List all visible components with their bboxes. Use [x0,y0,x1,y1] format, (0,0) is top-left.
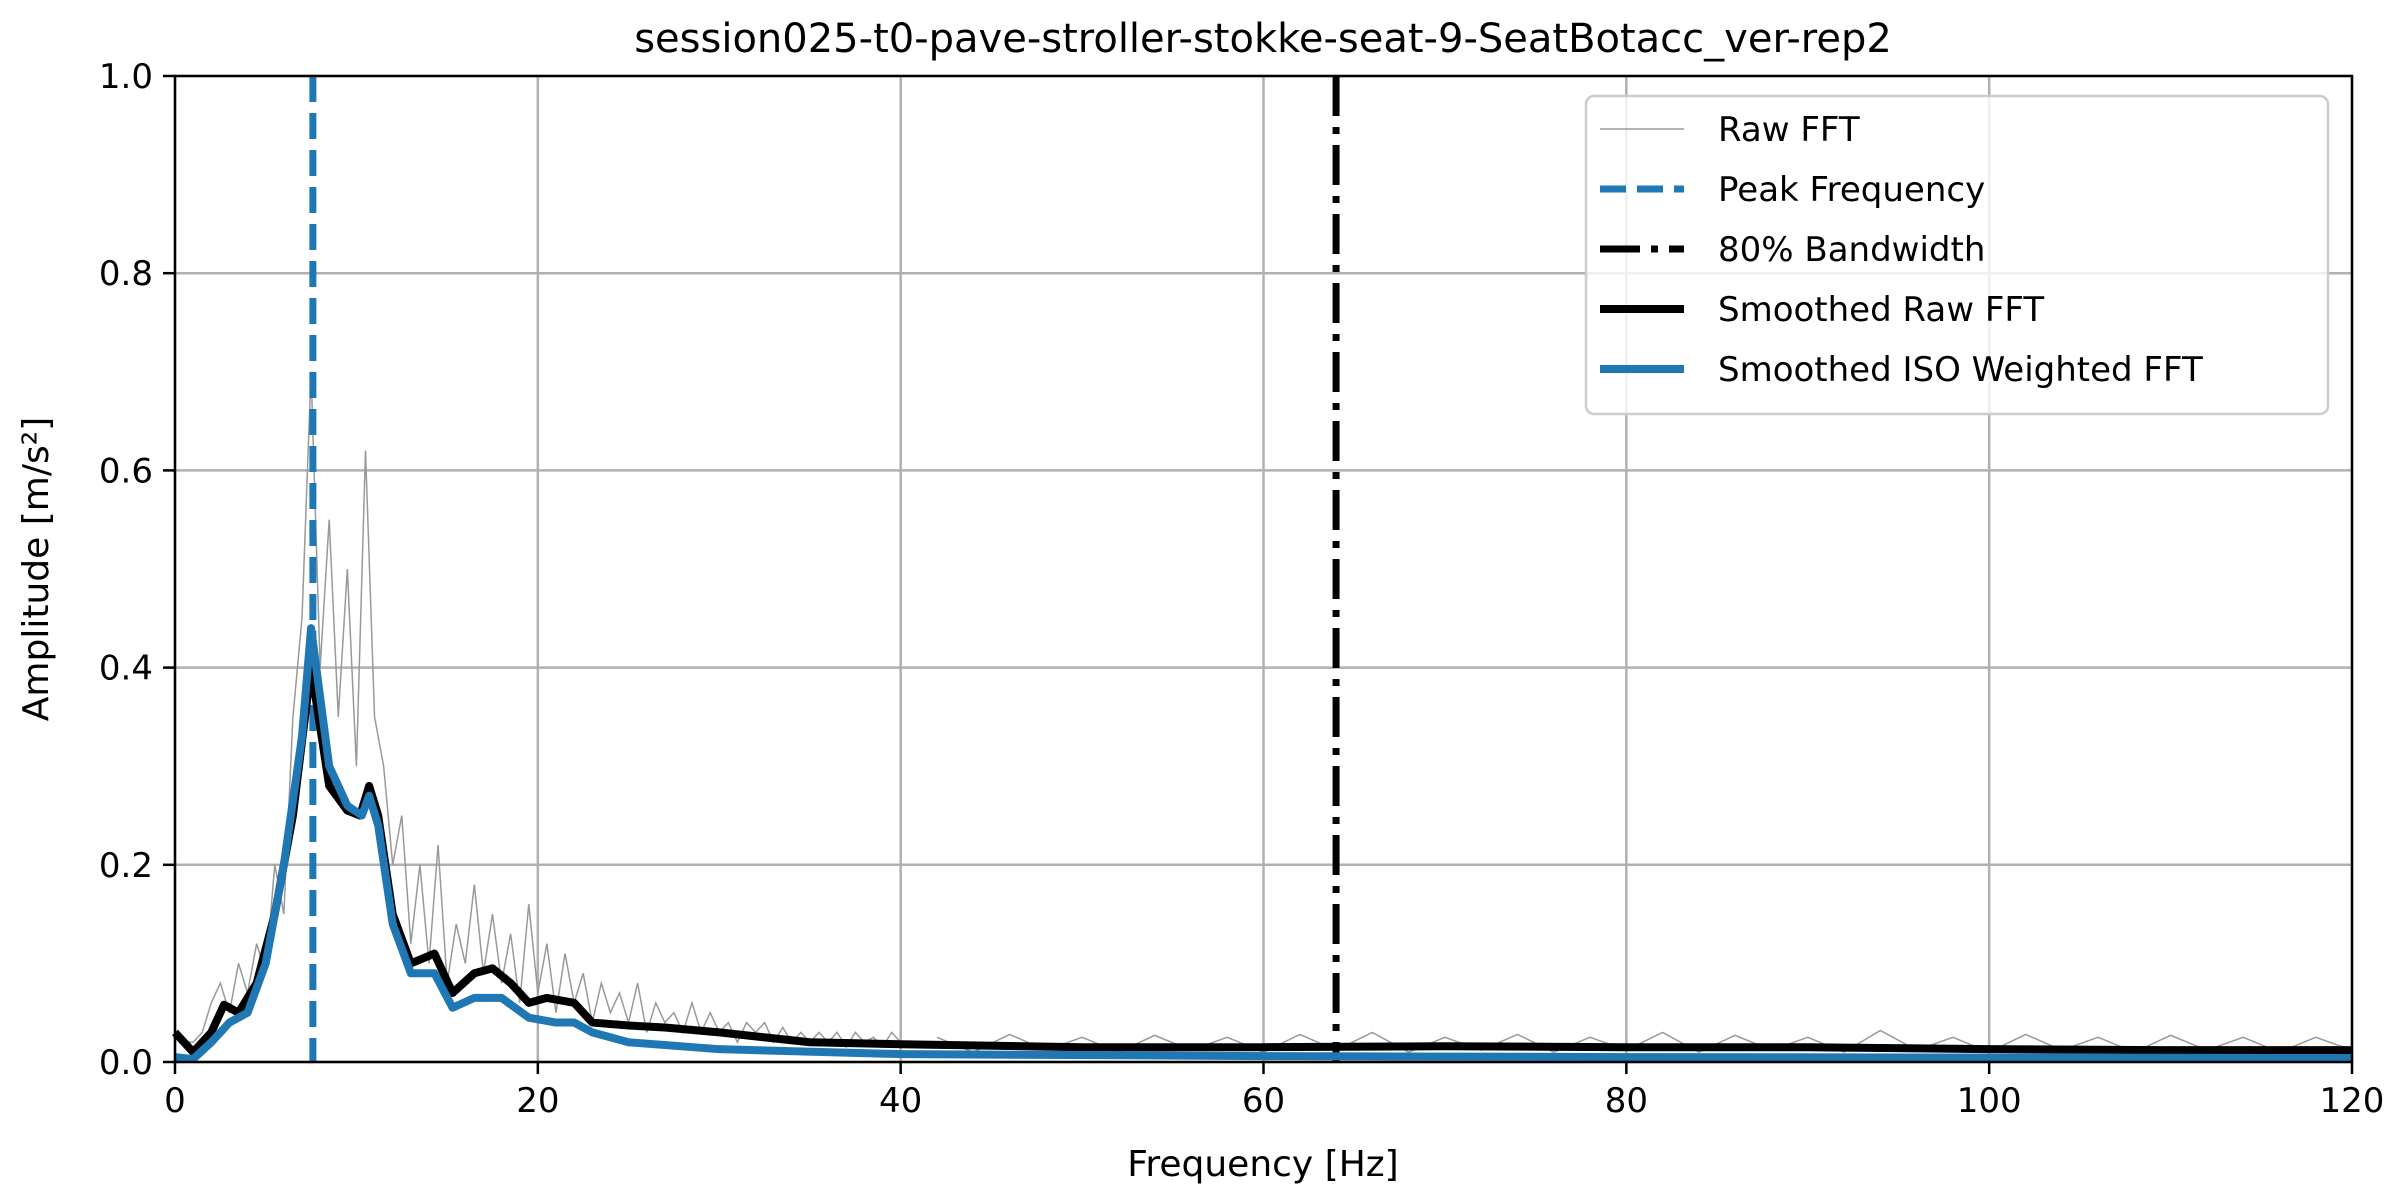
legend-label: Smoothed ISO Weighted FFT [1718,350,2203,390]
x-tick-label: 20 [516,1081,559,1121]
legend: Raw FFT Peak Frequency 80% Bandwidth Smooth… [1584,94,2330,416]
raw-fft-line [936,1029,2353,1053]
y-tick-label: 0.0 [99,1043,153,1083]
x-tick-label: 120 [2320,1081,2385,1121]
x-axis-label: Frequency [Hz] [1127,1144,1398,1185]
legend-label: Smoothed Raw FFT [1718,290,2044,330]
chart-title: session025-t0-pave-stroller-stokke-seat-… [634,16,1892,62]
y-tick-label: 1.0 [99,57,153,97]
marker-lines [309,76,1340,1062]
x-tick-label: 60 [1242,1081,1285,1121]
axis-ticks: 0 20 40 60 80 100 120 0.0 0.2 0.4 0.6 0.8 1.0 [99,57,2385,1121]
legend-label: Raw FFT [1718,110,1860,150]
legend-label: 80% Bandwidth [1718,230,1985,270]
legend-box [1584,94,2330,416]
y-tick-label: 0.6 [99,451,153,491]
x-tick-label: 40 [879,1081,922,1121]
smoothed-iso-line [174,624,2353,1064]
legend-label: Peak Frequency [1718,170,1985,210]
y-tick-label: 0.4 [99,649,153,689]
smoothed-series [172,624,2353,1064]
x-tick-label: 0 [164,1081,186,1121]
x-tick-label: 80 [1605,1081,1648,1121]
y-axis-label: Amplitude [m/s²] [16,417,57,721]
y-tick-label: 0.8 [99,254,153,294]
y-tick-label: 0.2 [99,846,153,886]
x-tick-label: 100 [1957,1081,2022,1121]
raw-fft-line [174,371,902,1049]
raw-fft-series [174,371,2353,1053]
